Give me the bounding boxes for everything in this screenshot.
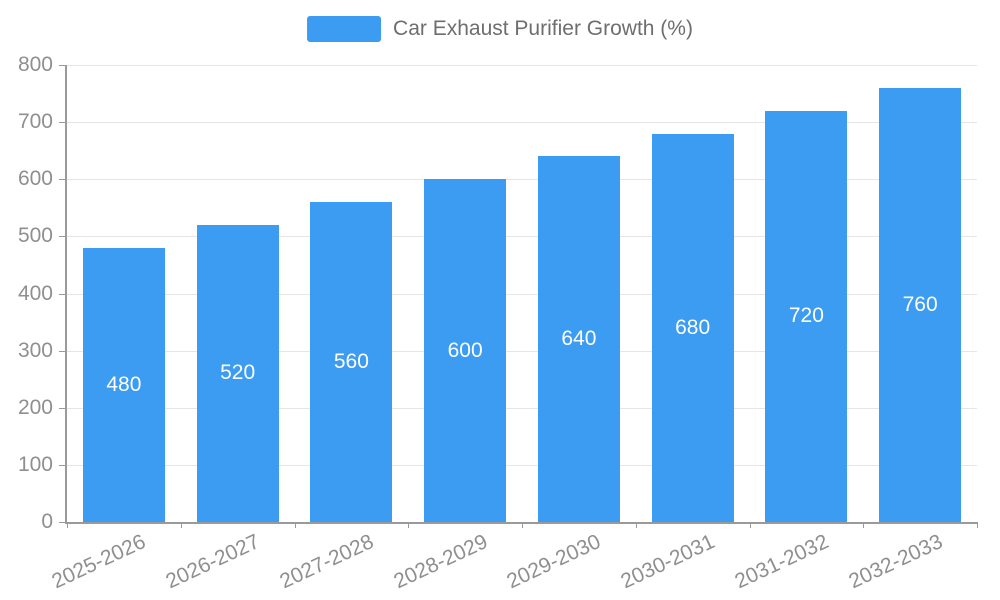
bar-value-label: 640 [561, 327, 597, 351]
y-axis-tick [59, 407, 65, 409]
x-axis-tick [180, 522, 182, 528]
y-axis-tick-label: 400 [17, 281, 53, 305]
gridline [67, 179, 977, 181]
y-axis-tick-label: 200 [17, 395, 53, 419]
y-axis-tick [59, 179, 65, 181]
y-axis-tick-label: 700 [17, 110, 53, 134]
bar-2025-2026[interactable]: 480 [82, 247, 165, 522]
y-axis-tick-label: 600 [17, 167, 53, 191]
y-axis-tick-label: 0 [41, 510, 53, 533]
x-axis-tick-label: 2031-2032 [731, 530, 833, 594]
x-axis-tick [522, 522, 523, 528]
x-axis-tick [67, 522, 68, 528]
bar-value-label: 760 [902, 292, 938, 316]
gridline [67, 122, 977, 124]
bar-2027-2028[interactable]: 560 [310, 202, 393, 522]
bar-2030-2031[interactable]: 680 [651, 133, 734, 522]
bar-value-label: 680 [675, 315, 711, 339]
bar-2031-2032[interactable]: 720 [765, 110, 848, 522]
gridline [67, 236, 977, 238]
y-axis-tick [59, 350, 65, 352]
bar-2032-2033[interactable]: 760 [879, 87, 962, 522]
y-axis-tick [59, 293, 65, 295]
y-axis-tick [59, 464, 65, 466]
y-axis-tick-label: 100 [17, 452, 53, 476]
x-axis-tick [863, 522, 865, 528]
x-axis-tick [294, 522, 296, 528]
bar-value-label: 520 [220, 361, 256, 385]
bar-value-label: 560 [333, 350, 369, 374]
y-axis-tick-label: 500 [17, 224, 53, 248]
gridline [67, 464, 977, 466]
bar-value-label: 480 [106, 372, 142, 396]
x-axis-tick-label: 2028-2029 [390, 530, 491, 594]
legend-label: Car Exhaust Purifier Growth (%) [393, 17, 693, 40]
bar-2029-2030[interactable]: 640 [537, 156, 620, 522]
bar-2026-2027[interactable]: 520 [196, 224, 279, 522]
x-axis-tick [749, 522, 751, 528]
y-axis-tick-label: 300 [17, 338, 53, 362]
y-axis-tick-label: 800 [17, 53, 53, 76]
x-axis-tick-label: 2029-2030 [503, 530, 605, 594]
x-axis-tick-label: 2026-2027 [162, 530, 264, 594]
y-axis-tick [59, 236, 65, 238]
y-axis-tick [59, 122, 65, 124]
x-axis-tick [635, 522, 637, 528]
x-axis-tick [408, 522, 410, 528]
chart-legend[interactable]: Car Exhaust Purifier Growth (%) [307, 16, 693, 42]
plot-area: 0 100 200 300 400 500 600 700 800 480 2025-2026 520… [18, 53, 978, 593]
bar-value-label: 600 [447, 338, 483, 362]
x-axis-tick-label: 2027-2028 [276, 530, 378, 594]
bar-2028-2029[interactable]: 600 [424, 179, 507, 522]
y-axis-tick [59, 65, 65, 66]
x-axis-tick-label: 2025-2026 [48, 530, 150, 594]
x-axis-tick-label: 2030-2031 [617, 530, 719, 594]
y-axis-tick [59, 522, 65, 523]
gridline [67, 407, 977, 409]
x-axis-tick-label: 2032-2033 [845, 530, 946, 594]
gridline [67, 293, 977, 295]
gridline [67, 65, 977, 66]
legend-swatch [307, 16, 382, 42]
gridline [67, 350, 977, 352]
x-axis-tick [977, 522, 978, 528]
bar-value-label: 720 [788, 304, 824, 328]
